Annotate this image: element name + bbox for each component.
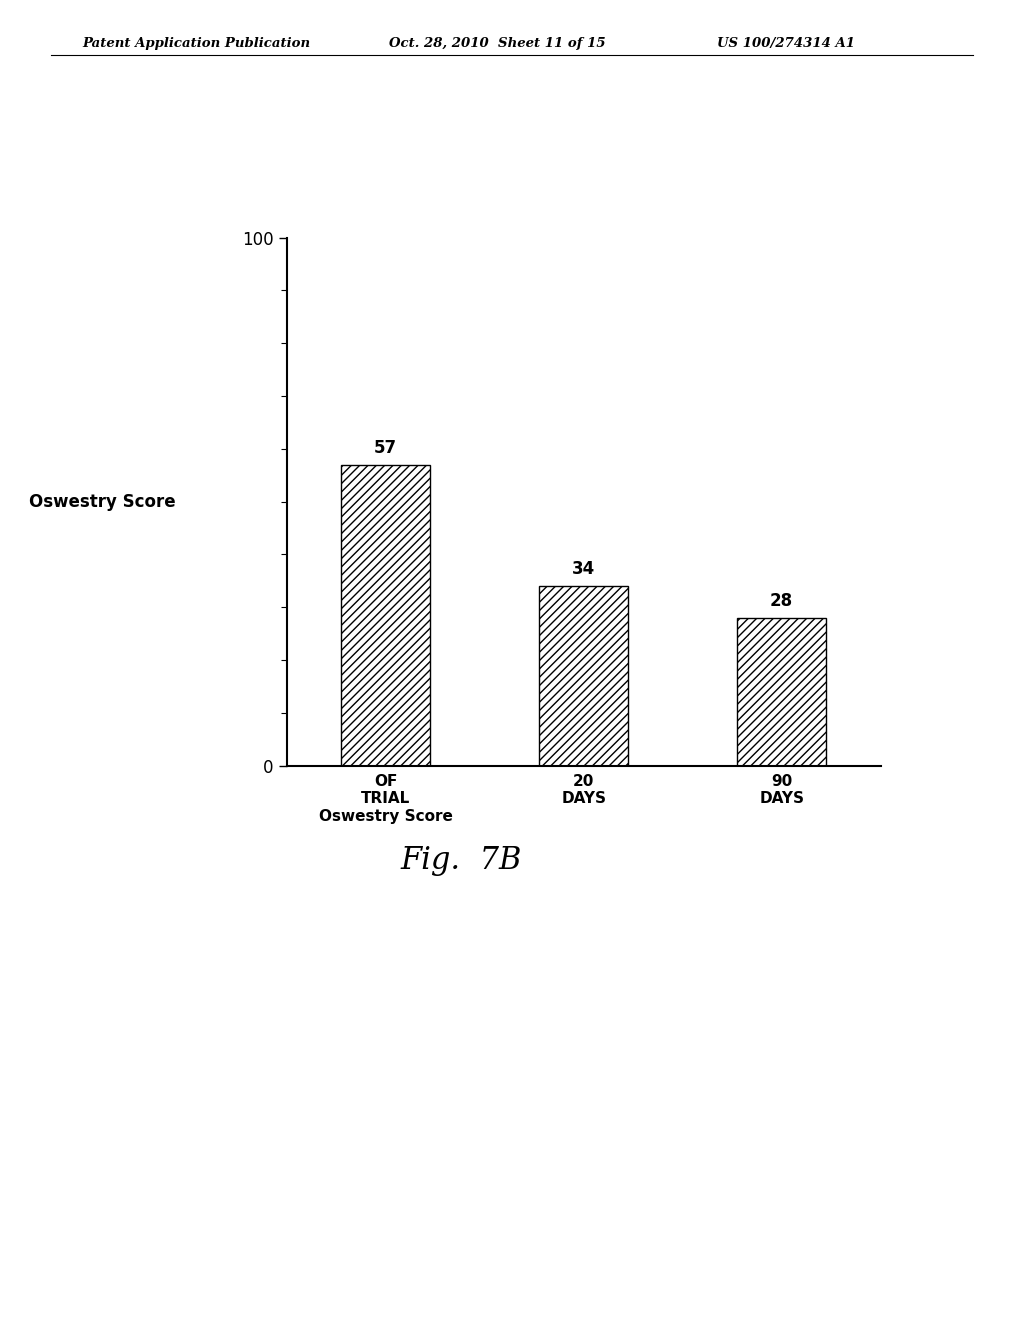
Text: Fig.  7B: Fig. 7B — [400, 845, 521, 875]
Text: 28: 28 — [770, 591, 794, 610]
Text: Oct. 28, 2010  Sheet 11 of 15: Oct. 28, 2010 Sheet 11 of 15 — [389, 37, 606, 50]
Bar — [539, 586, 628, 766]
Text: Patent Application Publication: Patent Application Publication — [82, 37, 310, 50]
Bar — [737, 618, 826, 766]
Text: 34: 34 — [572, 560, 595, 578]
Text: US 100/274314 A1: US 100/274314 A1 — [717, 37, 855, 50]
Bar — [341, 465, 430, 766]
Text: 57: 57 — [374, 438, 397, 457]
Text: Oswestry Score: Oswestry Score — [29, 492, 176, 511]
